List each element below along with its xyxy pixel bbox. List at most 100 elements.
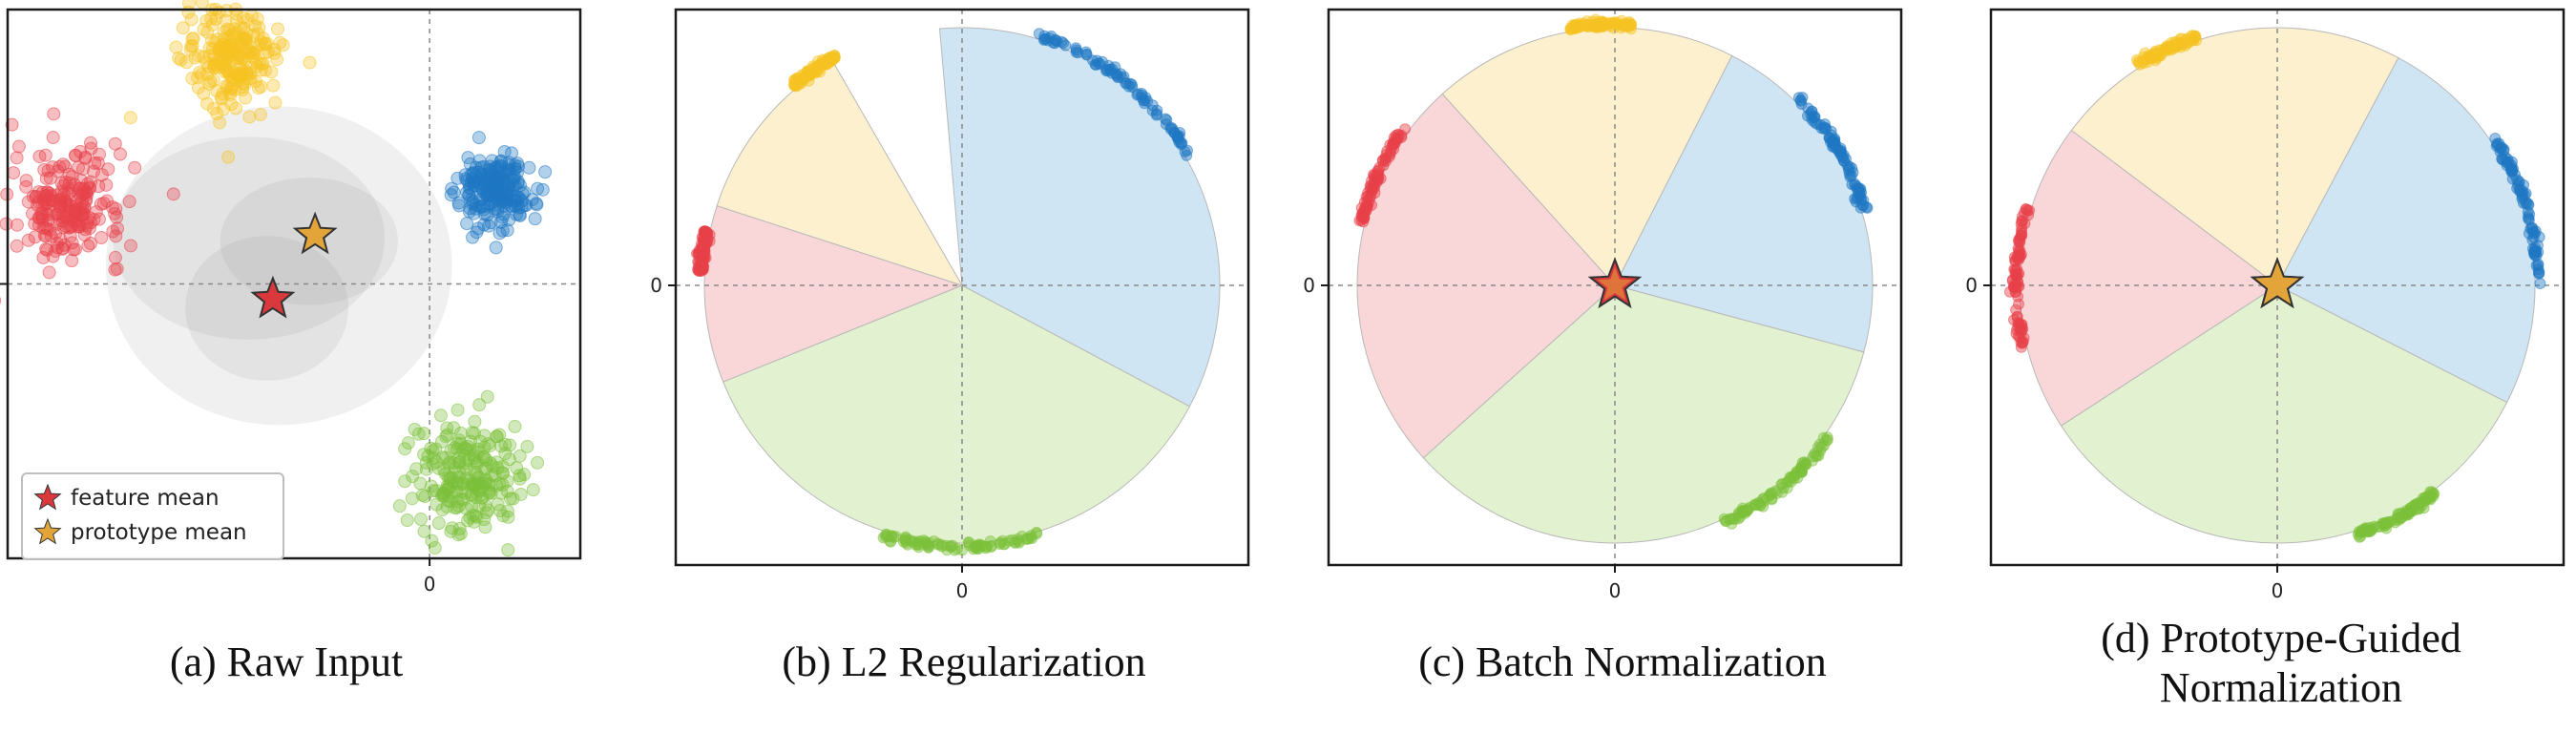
feature-mean-star — [250, 275, 296, 319]
legend-star-icon-prototype-mean — [33, 517, 62, 545]
point-yellow — [2190, 34, 2203, 47]
point-red — [1368, 177, 1380, 189]
point-blue — [2528, 247, 2541, 260]
arc-points-red — [691, 225, 716, 277]
point-green — [419, 455, 433, 470]
point-yellow — [1582, 18, 1595, 31]
point-green — [900, 533, 911, 544]
point-green — [2360, 525, 2373, 537]
point-red — [108, 250, 122, 264]
point-blue — [1146, 99, 1159, 112]
legend-row-prototype-mean: prototype mean — [71, 518, 247, 547]
y-tick-label-c: 0 — [1303, 274, 1315, 297]
point-red — [38, 148, 52, 162]
point-red — [83, 136, 97, 150]
point-blue — [1033, 28, 1045, 40]
point-green — [433, 408, 448, 423]
point-red — [1390, 129, 1402, 141]
point-green — [472, 499, 487, 513]
cluster-red — [0, 107, 180, 304]
point-red — [1356, 208, 1369, 220]
point-blue — [528, 212, 542, 226]
arc-points-green — [877, 526, 1043, 556]
point-green — [445, 471, 459, 485]
point-green — [985, 541, 997, 553]
point-green — [454, 492, 469, 507]
point-yellow — [1619, 17, 1631, 30]
point-yellow — [221, 79, 236, 94]
point-blue — [467, 206, 481, 220]
point-blue — [2502, 153, 2514, 165]
point-blue — [1815, 122, 1828, 135]
point-green — [453, 426, 468, 440]
point-yellow — [229, 7, 243, 21]
point-blue — [470, 225, 484, 240]
point-yellow — [1568, 19, 1581, 31]
point-green — [431, 516, 446, 531]
point-yellow — [205, 17, 220, 31]
point-red — [101, 162, 115, 177]
point-yellow — [238, 77, 252, 92]
point-yellow — [254, 34, 268, 49]
point-red — [89, 205, 103, 220]
point-red — [2012, 290, 2024, 303]
point-blue — [538, 165, 553, 179]
point-yellow — [242, 110, 257, 124]
point-green — [468, 414, 482, 429]
point-red — [0, 217, 13, 231]
point-red — [47, 107, 61, 121]
point-green — [494, 439, 509, 453]
point-red — [0, 296, 2, 304]
point-red — [91, 156, 105, 170]
point-red — [46, 160, 60, 175]
point-blue — [1101, 65, 1114, 77]
point-green — [526, 483, 540, 497]
point-yellow — [172, 51, 186, 65]
point-blue — [1122, 80, 1135, 93]
point-yellow — [188, 51, 202, 65]
point-green — [439, 429, 453, 444]
point-yellow — [1599, 19, 1611, 31]
prototype-mean-star — [292, 211, 338, 255]
point-blue — [1164, 123, 1177, 136]
gaussian-ellipse-1 — [113, 136, 386, 340]
point-yellow — [202, 49, 217, 63]
point-blue — [531, 181, 545, 196]
point-blue — [484, 168, 498, 182]
point-green — [409, 462, 424, 476]
point-red — [76, 161, 91, 176]
point-red — [73, 181, 88, 196]
point-yellow — [1623, 17, 1635, 30]
point-red — [42, 265, 56, 280]
point-yellow — [221, 150, 236, 164]
point-yellow — [199, 13, 214, 28]
point-green — [471, 455, 485, 470]
point-green — [963, 536, 975, 549]
panel-batch-normalization: 00 — [1303, 8, 1903, 602]
point-red — [10, 218, 24, 232]
point-green — [470, 511, 484, 525]
arc-points-blue — [1033, 28, 1193, 161]
point-blue — [447, 185, 461, 199]
point-blue — [1855, 194, 1868, 206]
point-green — [447, 456, 461, 471]
point-green — [424, 441, 438, 455]
panel-raw-input: 0 — [0, 0, 582, 596]
point-blue — [491, 176, 505, 190]
point-blue — [489, 241, 503, 255]
point-blue — [2534, 278, 2546, 289]
point-yellow — [2156, 44, 2168, 56]
point-yellow — [238, 31, 252, 46]
point-green — [400, 513, 414, 528]
point-yellow — [184, 12, 199, 27]
point-red — [1386, 141, 1398, 154]
point-blue — [530, 198, 544, 212]
point-red — [65, 170, 79, 184]
arc-points-red — [2003, 203, 2036, 353]
point-green — [398, 474, 412, 489]
point-green — [429, 455, 444, 470]
point-green — [454, 477, 469, 492]
point-red — [52, 159, 67, 174]
point-red — [55, 241, 70, 256]
